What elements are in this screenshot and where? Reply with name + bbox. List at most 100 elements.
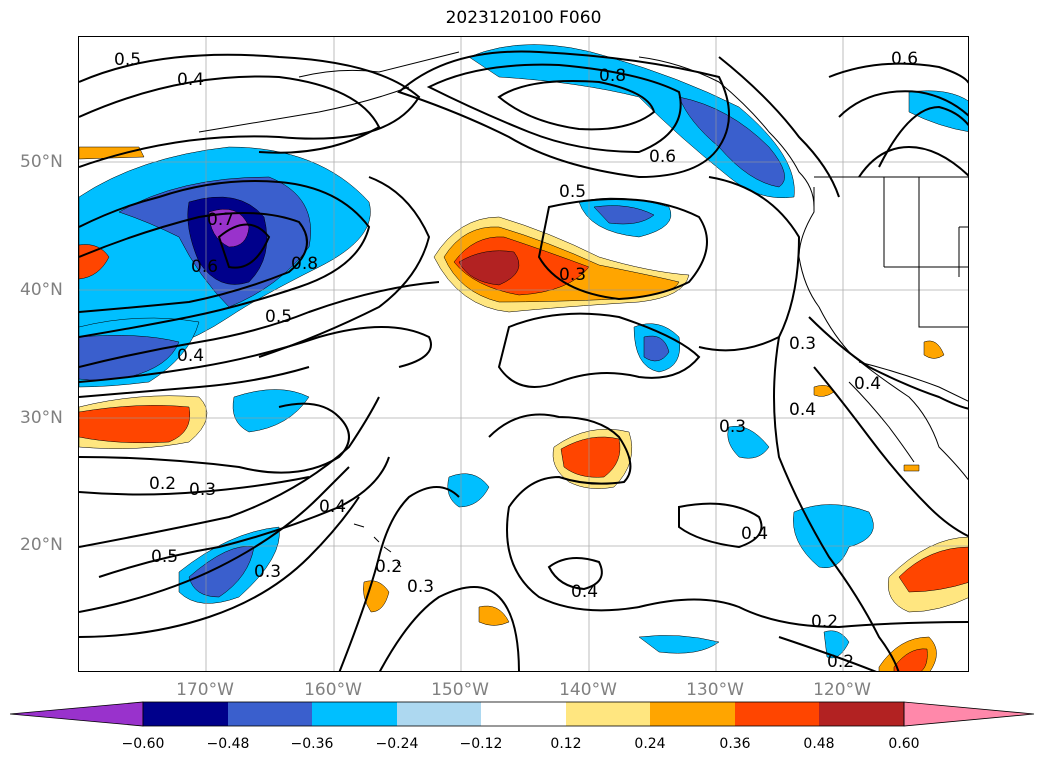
contour-line [79,180,371,338]
alaska-coastline [198,51,815,208]
contour-line [547,557,603,591]
contour-label: 0.5 [559,182,586,202]
contour-line [828,62,968,84]
contour-label: 0.3 [559,265,586,285]
contour-label: 0.2 [811,612,838,632]
contour-label: 0.8 [599,66,626,86]
contour-line [778,636,877,671]
negative-anomaly-region [643,335,670,362]
contour-line [378,586,520,671]
negative-anomaly-region [188,546,255,598]
negative-anomaly-region [908,90,968,132]
colorbar [10,701,1035,727]
contour-label: 0.2 [827,652,854,672]
negative-anomaly-region [727,425,770,459]
contour-line [838,90,968,178]
latitude-label: 20°N [20,535,63,555]
colorbar-tick-label: 0.60 [888,736,920,752]
contour-line [79,281,440,368]
latitude-label: 50°N [20,152,63,172]
state-border-lines [814,176,968,328]
contour-label: 0.2 [375,557,402,577]
colorbar-tick-label: −0.24 [375,736,419,752]
colorbar-tick-label: −0.12 [459,736,503,752]
contour-line [813,366,968,538]
graticule [79,37,968,671]
contour-label: 0.6 [649,147,676,167]
contour-label: 0.3 [789,334,816,354]
longitude-label: 160°W [304,680,362,700]
colorbar-segment [481,702,566,726]
contour-label: 0.3 [254,562,281,582]
colorbar-tick-label: 0.12 [550,736,582,752]
contour-line [217,223,271,269]
colorbar-outline [142,701,905,727]
map-title: 2023120100 F060 [445,8,602,28]
contour-line [79,326,432,383]
colorbar-segment [735,702,819,726]
positive-anomaly-region [898,546,968,593]
contour-line [338,486,460,671]
longitude-label: 140°W [559,680,617,700]
contour-line [497,80,656,131]
negative-anomaly-region [638,635,720,654]
contour-line [808,316,968,410]
positive-anomaly-region [79,146,145,160]
contour-line [79,402,350,474]
contour-line [79,466,350,613]
contour-label: 0.2 [149,474,176,494]
contour-label: 0.3 [719,417,746,437]
contour-label: 0.4 [319,497,346,517]
contour-line [773,336,900,671]
contour-label: 0.4 [177,346,204,366]
contour-label: 0.6 [891,49,918,69]
colorbar-tick-label: 0.48 [803,736,835,752]
negative-anomaly-region [447,473,490,508]
contour-line [878,105,968,168]
positive-anomaly-region [478,605,510,626]
longitude-label: 150°W [431,680,489,700]
positive-anomaly-region [923,340,945,359]
contour-label: 0.5 [151,547,178,567]
map-panel: 0.5 0.4 0.8 0.6 0.6 0.5 0.7 0.6 0.8 0.5 … [78,36,969,672]
colorbar-extend-low [10,701,144,727]
contour-label: 0.4 [571,582,598,602]
positive-anomaly-region [458,250,520,286]
colorbar-tick-label: 0.36 [719,736,751,752]
contour-line [79,75,381,154]
negative-anomaly-region [232,389,310,433]
colorbar-segment [566,702,650,726]
latitude-label: 30°N [20,408,63,428]
positive-anomaly-region [560,436,621,478]
contour-line [537,198,708,301]
contour-label: 0.4 [789,400,816,420]
anomaly-map: 0.5 0.4 0.8 0.6 0.6 0.5 0.7 0.6 0.8 0.5 … [79,37,968,672]
colorbar-segment [397,702,481,726]
contour-line [79,53,421,168]
baja-coastline [848,381,915,463]
contour-label: 0.3 [189,480,216,500]
contour-line [426,63,682,154]
contour-line [79,496,360,638]
contour-label: 0.6 [191,257,218,277]
contour-line [397,50,730,179]
negative-anomaly-region [593,205,655,225]
negative-anomaly-region [678,96,785,188]
latitude-label: 40°N [20,280,63,300]
positive-anomaly-region [79,405,191,444]
contour-line [698,176,801,352]
colorbar-tick-label: −0.36 [290,736,334,752]
contour-line [258,176,431,358]
longitude-label: 130°W [686,680,744,700]
colorbar-segment [650,702,735,726]
contour-label: 0.4 [854,374,881,394]
contour-label: 0.5 [265,307,292,327]
colorbar-tick-label: 0.24 [634,736,666,752]
contour-label: 0.3 [407,577,434,597]
colorbar-segment [228,702,312,726]
colorbar-extend-high [903,701,1035,727]
colorbar-segment [143,702,228,726]
contour-line [488,413,968,629]
contour-label: 0.5 [114,50,141,70]
contour-line [497,312,701,388]
